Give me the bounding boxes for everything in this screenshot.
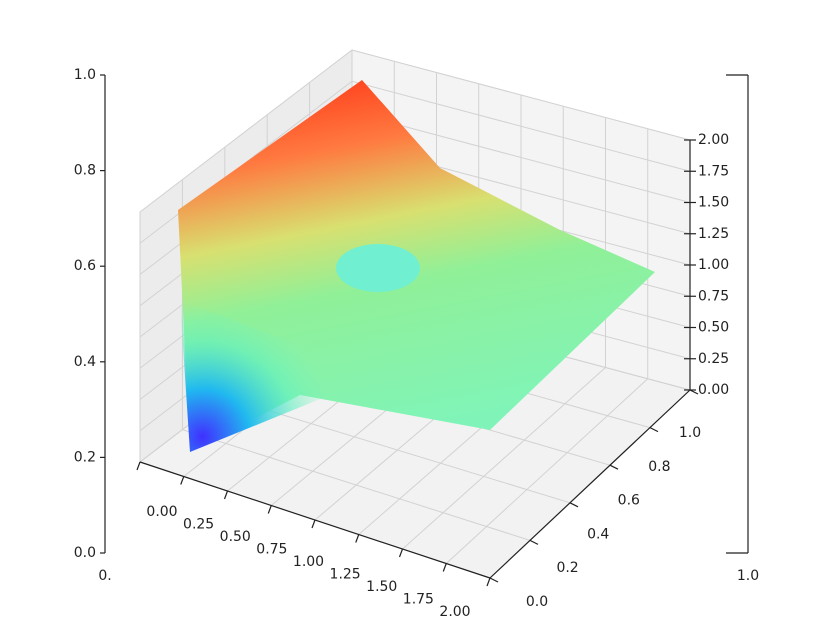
x-grid-floor [402,367,606,550]
x3d-tick-label: 1.25 [330,567,361,583]
y-tick [569,502,579,508]
x3d-tick-label: 2.00 [439,604,470,620]
z-grid-back [351,80,691,172]
x-tick [267,505,272,514]
y-tick-label: 0.4 [74,354,96,370]
y-tick [649,427,659,433]
x-tick-label: 1.0 [737,568,759,584]
x3d-tick-label: 1.75 [403,592,434,608]
z-grid-back [351,49,691,141]
z3d-tick-label: 1.50 [698,195,729,211]
x3d-tick-label: 1.50 [366,579,397,595]
z3d-tick-label: 1.00 [698,257,729,273]
x3d-tick-label: 0.00 [146,504,177,520]
x-tick [223,490,229,500]
x3d-axis [139,461,491,579]
y-grid-floor [224,396,571,504]
surface-dip [336,244,420,292]
z3d-tick-label: 2.00 [698,132,729,148]
x3d-tick-label: 0.75 [256,542,287,558]
x-tick [180,476,185,485]
y3d-tick-label: 1.0 [679,425,701,441]
z-grid-left [139,49,353,213]
z-grid-back [351,112,691,203]
y3d-tick-label: 0.0 [526,594,548,610]
x-tick-label: 0. [98,568,111,584]
y-tick-label: 0.6 [74,258,96,274]
y-grid-floor [182,429,531,541]
y-tick [529,539,539,545]
y3d-axis [489,389,691,579]
x-tick [398,548,404,558]
y-tick [489,577,499,583]
z3d-tick-label: 0.00 [698,382,729,398]
y3d-tick-label: 0.4 [587,526,609,542]
z3d-tick-label: 1.25 [698,226,729,242]
z3d-tick-label: 0.75 [698,288,729,304]
y-tick-label: 0.2 [74,449,96,465]
x-tick [136,461,141,471]
y3d-tick-label: 0.2 [556,560,578,576]
y-tick [689,389,699,395]
z3d-tick-label: 0.25 [698,351,729,367]
x-tick [442,563,447,572]
x3d-tick-label: 1.00 [293,554,324,570]
x-tick [486,577,491,587]
y-tick-label: 0.8 [74,163,96,179]
surface [178,80,655,452]
x-tick [311,519,316,529]
y3d-tick-label: 0.6 [618,493,640,509]
x-tick [355,534,360,543]
x3d-tick-label: 0.25 [183,517,214,533]
surface-low-region [180,300,330,452]
z3d-tick-label: 0.50 [698,320,729,336]
axes: 0.000.250.500.751.001.251.501.752.000.00… [74,67,759,620]
y-tick [609,464,619,470]
z3d-tick-label: 1.75 [698,163,729,179]
y-tick-label: 1.0 [74,67,96,83]
y-tick-label: 0.0 [74,545,96,561]
y3d-tick-label: 0.8 [648,459,670,475]
x-grid-floor [445,378,649,564]
x3d-tick-label: 0.50 [220,529,251,545]
